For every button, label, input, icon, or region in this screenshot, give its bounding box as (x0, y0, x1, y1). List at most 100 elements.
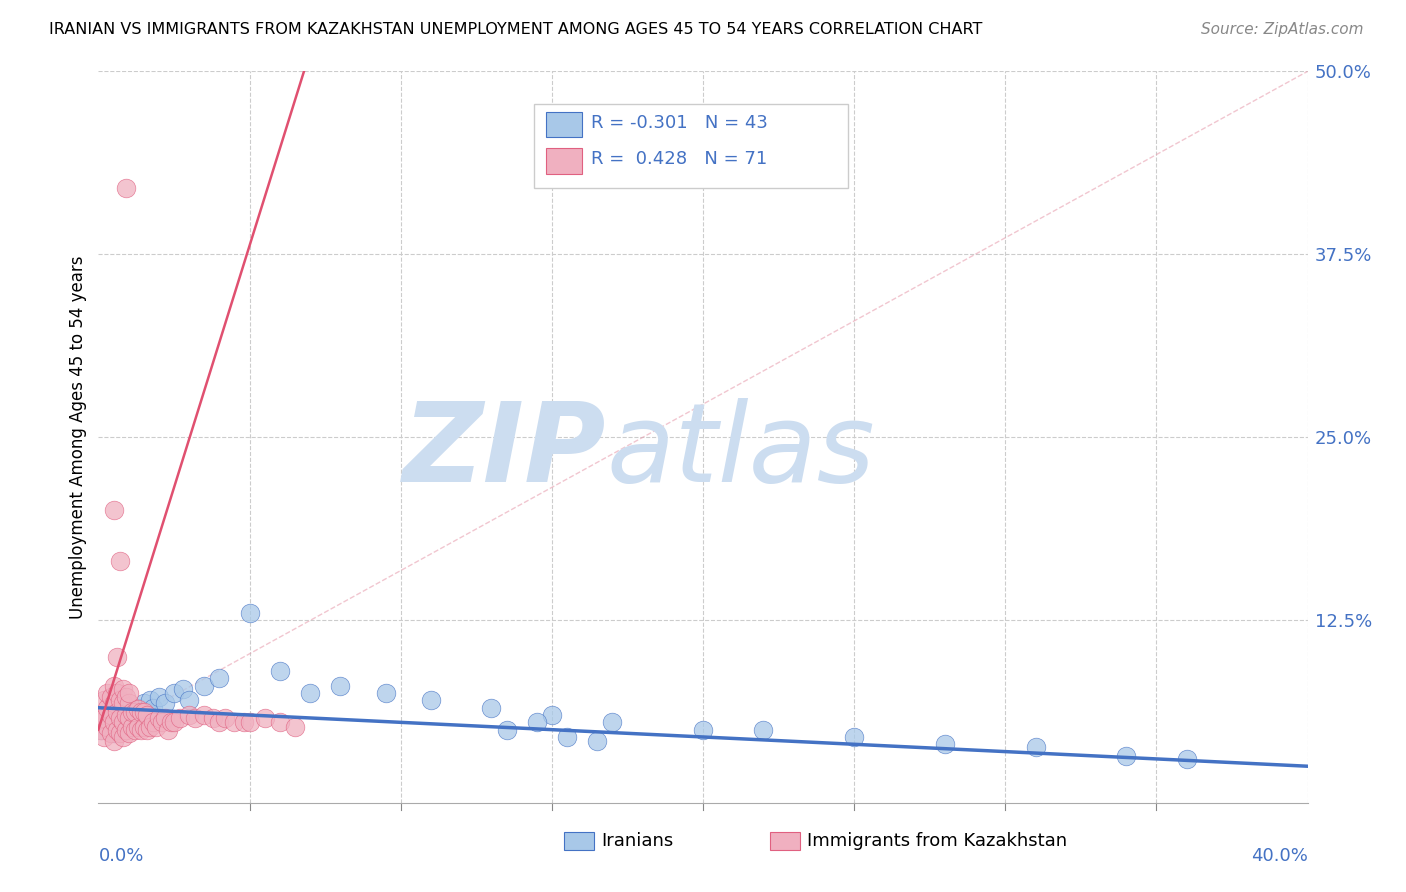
Point (114, 181, 136, 195)
Point (1175, 752, 1198, 766)
Point (145, 720, 167, 734)
Point (108, 554, 131, 568)
Point (269, 715, 291, 730)
Point (96, 700, 118, 714)
Point (135, 723, 157, 737)
Text: Iranians: Iranians (602, 832, 673, 850)
Point (114, 711, 136, 725)
Point (108, 693, 131, 707)
Point (602, 715, 624, 730)
Point (239, 606, 262, 620)
Point (148, 690, 170, 705)
Point (253, 711, 276, 725)
Point (114, 723, 136, 737)
Point (586, 734, 609, 748)
Point (150, 715, 173, 730)
Point (103, 503, 125, 517)
Point (114, 708, 136, 723)
Text: atlas: atlas (606, 398, 875, 505)
Point (90, 723, 112, 737)
Point (374, 686, 396, 700)
Point (93, 711, 115, 725)
Point (105, 705, 128, 719)
Point (103, 696, 125, 710)
Point (93, 693, 115, 707)
Point (224, 715, 246, 730)
Point (105, 686, 128, 700)
Point (108, 725, 131, 739)
Point (111, 715, 134, 730)
Point (118, 725, 141, 739)
Point (142, 715, 165, 730)
Point (90, 723, 112, 737)
Point (132, 705, 155, 719)
Point (540, 708, 562, 723)
Point (135, 705, 157, 719)
Point (179, 708, 201, 723)
Point (139, 693, 162, 707)
Point (139, 720, 162, 734)
Point (132, 720, 155, 734)
Text: ZIP: ZIP (402, 398, 606, 505)
Point (118, 711, 141, 725)
Point (239, 715, 262, 730)
Point (100, 690, 122, 705)
Point (103, 715, 125, 730)
Point (129, 705, 152, 719)
Point (121, 720, 143, 734)
Point (118, 715, 141, 730)
Point (179, 693, 201, 707)
Bar (546, 148, 582, 174)
Point (103, 734, 125, 748)
Point (127, 702, 149, 716)
Point (420, 693, 443, 707)
Point (329, 679, 352, 693)
Bar (564, 832, 595, 850)
Point (844, 730, 866, 744)
Point (121, 704, 143, 718)
Point (184, 711, 207, 725)
Point (142, 700, 165, 714)
Point (87, 715, 110, 730)
Point (193, 708, 215, 723)
Point (127, 720, 149, 734)
Point (232, 715, 254, 730)
Point (160, 715, 183, 730)
Point (111, 708, 134, 723)
Point (269, 664, 291, 678)
Point (105, 649, 128, 664)
Point (111, 730, 134, 744)
Point (108, 711, 131, 725)
Point (208, 672, 231, 686)
Text: Immigrants from Kazakhstan: Immigrants from Kazakhstan (807, 832, 1067, 850)
Point (1115, 749, 1137, 764)
FancyBboxPatch shape (534, 104, 848, 188)
Point (96, 686, 118, 700)
Text: R =  0.428   N = 71: R = 0.428 N = 71 (591, 150, 766, 168)
Point (555, 730, 578, 744)
Text: IRANIAN VS IMMIGRANTS FROM KAZAKHSTAN UNEMPLOYMENT AMONG AGES 45 TO 54 YEARS COR: IRANIAN VS IMMIGRANTS FROM KAZAKHSTAN UN… (49, 22, 983, 37)
Point (1024, 740, 1046, 755)
Point (105, 720, 128, 734)
Text: R = -0.301   N = 43: R = -0.301 N = 43 (591, 113, 768, 131)
Point (114, 690, 136, 705)
Point (299, 686, 322, 700)
Point (124, 723, 146, 737)
Text: 40.0%: 40.0% (1251, 847, 1308, 864)
Point (202, 711, 225, 725)
Point (121, 705, 143, 719)
Point (169, 711, 191, 725)
Point (214, 711, 236, 725)
Point (934, 737, 956, 751)
Point (124, 711, 146, 725)
Point (111, 696, 134, 710)
Point (129, 723, 152, 737)
Point (208, 715, 231, 730)
Point (132, 696, 155, 710)
Bar (769, 832, 800, 850)
Point (100, 708, 122, 723)
Y-axis label: Unemployment Among Ages 45 to 54 years: Unemployment Among Ages 45 to 54 years (69, 255, 87, 619)
Point (118, 696, 141, 710)
Point (105, 723, 128, 737)
Point (100, 725, 122, 739)
